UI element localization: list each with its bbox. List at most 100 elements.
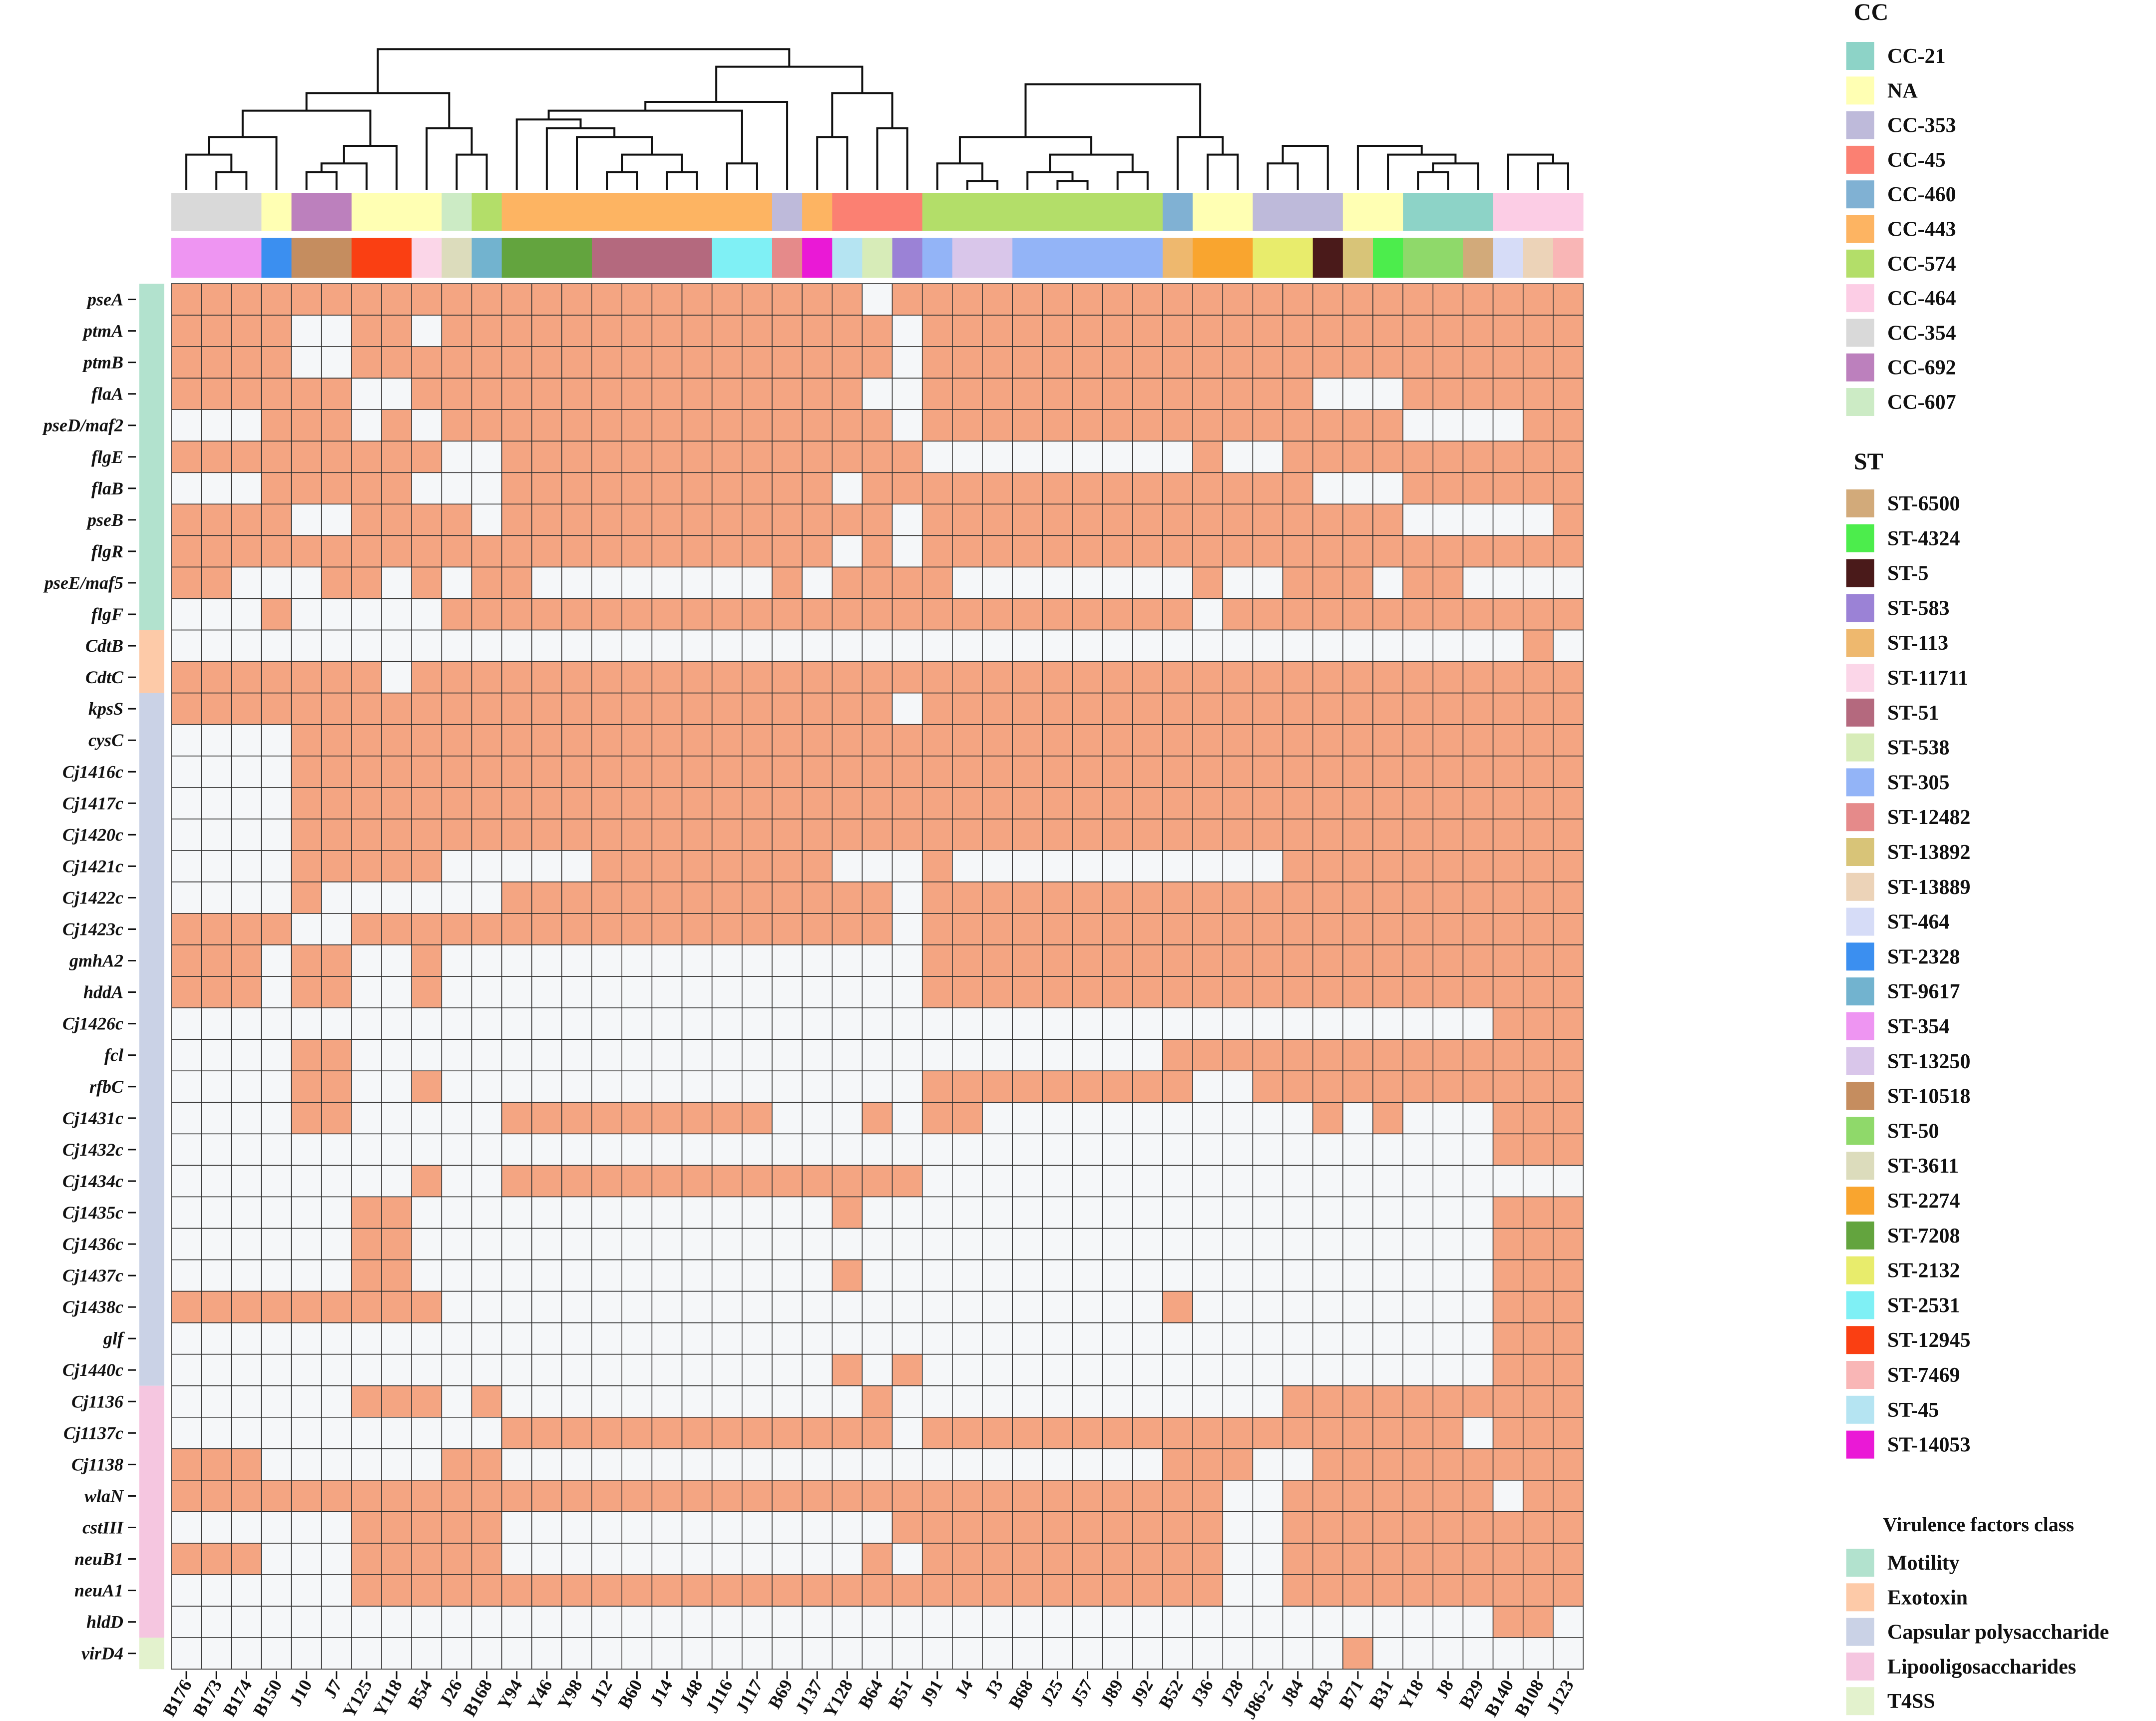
cell-absent bbox=[952, 1637, 983, 1670]
cell-absent bbox=[621, 1385, 653, 1418]
cell-present bbox=[1312, 787, 1343, 820]
legend-swatch bbox=[1846, 489, 1874, 517]
cell-present bbox=[561, 1574, 592, 1607]
cell-present bbox=[1222, 315, 1254, 347]
cell-present bbox=[531, 440, 562, 473]
cell-present bbox=[1192, 409, 1224, 442]
cell-present bbox=[862, 692, 893, 725]
cell-present bbox=[591, 283, 623, 316]
cell-present bbox=[1132, 1574, 1163, 1607]
cell-absent bbox=[681, 976, 713, 1008]
cell-present bbox=[772, 440, 803, 473]
cell-absent bbox=[531, 1259, 562, 1292]
dendrogram-branch bbox=[1049, 153, 1134, 172]
cell-present bbox=[772, 472, 803, 505]
cell-absent bbox=[1042, 566, 1073, 599]
cell-present bbox=[1162, 378, 1193, 411]
cell-present bbox=[471, 315, 502, 347]
cell-absent bbox=[1162, 1606, 1193, 1638]
legend-label: ST-50 bbox=[1887, 1120, 1939, 1143]
cell-present bbox=[261, 535, 292, 568]
cc-segment bbox=[1162, 193, 1193, 231]
cell-present bbox=[1492, 1196, 1524, 1229]
cell-present bbox=[742, 692, 773, 725]
cell-present bbox=[1162, 787, 1193, 820]
cell-absent bbox=[1072, 1039, 1103, 1072]
cell-absent bbox=[862, 1007, 893, 1040]
gene-label: pseA bbox=[86, 290, 123, 310]
cell-absent bbox=[1102, 850, 1133, 882]
cell-present bbox=[1312, 724, 1343, 757]
cell-present bbox=[1312, 409, 1343, 442]
cell-present bbox=[1012, 1543, 1043, 1575]
cell-absent bbox=[832, 1448, 863, 1481]
cell-absent bbox=[261, 1102, 292, 1135]
cell-absent bbox=[921, 629, 953, 662]
cell-present bbox=[351, 535, 382, 568]
cell-absent bbox=[501, 1133, 532, 1166]
cell-absent bbox=[591, 1448, 623, 1481]
cell-present bbox=[1492, 755, 1524, 788]
cell-present bbox=[531, 503, 562, 536]
cell-present bbox=[1553, 755, 1584, 788]
cell-absent bbox=[231, 1511, 262, 1544]
cell-present bbox=[862, 787, 893, 820]
cell-present bbox=[441, 755, 472, 788]
cell-present bbox=[1372, 1417, 1403, 1449]
cell-present bbox=[1522, 1353, 1554, 1386]
cell-present bbox=[1282, 409, 1313, 442]
cell-absent bbox=[411, 881, 442, 914]
cell-present bbox=[471, 787, 502, 820]
cell-present bbox=[1462, 881, 1494, 914]
cell-absent bbox=[982, 1165, 1013, 1198]
cell-absent bbox=[531, 1291, 562, 1323]
cell-absent bbox=[1282, 1228, 1313, 1261]
cell-absent bbox=[1222, 566, 1254, 599]
legend-label: ST-2132 bbox=[1887, 1260, 1960, 1283]
strain-label: J123 bbox=[1542, 1676, 1578, 1717]
cell-present bbox=[261, 440, 292, 473]
cell-present bbox=[862, 566, 893, 599]
cell-absent bbox=[231, 1417, 262, 1449]
cell-absent bbox=[1192, 1259, 1224, 1292]
cell-present bbox=[1222, 913, 1254, 945]
cell-present bbox=[711, 1417, 743, 1449]
cell-absent bbox=[921, 1353, 953, 1386]
cell-present bbox=[591, 503, 623, 536]
cell-absent bbox=[531, 1039, 562, 1072]
cell-present bbox=[441, 346, 472, 379]
cell-absent bbox=[862, 1133, 893, 1166]
cell-absent bbox=[201, 724, 232, 757]
cell-present bbox=[291, 692, 322, 725]
cell-present bbox=[1132, 661, 1163, 694]
cell-present bbox=[1312, 566, 1343, 599]
cell-absent bbox=[231, 409, 262, 442]
cell-present bbox=[952, 976, 983, 1008]
legend-swatch bbox=[1846, 1395, 1874, 1424]
cell-present bbox=[711, 755, 743, 788]
cell-present bbox=[1012, 692, 1043, 725]
cell-present bbox=[1522, 976, 1554, 1008]
legend-swatch bbox=[1846, 1549, 1874, 1577]
st-segment bbox=[441, 238, 472, 278]
cell-present bbox=[742, 378, 773, 411]
cell-present bbox=[681, 755, 713, 788]
cell-present bbox=[1252, 913, 1284, 945]
cell-absent bbox=[651, 1448, 683, 1481]
cell-absent bbox=[351, 1353, 382, 1386]
cell-absent bbox=[1252, 1133, 1284, 1166]
gene-label: gmhA2 bbox=[69, 951, 123, 971]
cell-absent bbox=[802, 629, 833, 662]
cell-present bbox=[1492, 661, 1524, 694]
cell-absent bbox=[711, 1637, 743, 1670]
cell-present bbox=[772, 346, 803, 379]
cell-present bbox=[471, 1480, 502, 1512]
cell-present bbox=[1492, 913, 1524, 945]
cell-present bbox=[1553, 1448, 1584, 1481]
cell-absent bbox=[291, 1165, 322, 1198]
cell-present bbox=[1432, 1511, 1464, 1544]
cell-present bbox=[561, 819, 592, 851]
cell-present bbox=[261, 346, 292, 379]
cc-segment bbox=[351, 193, 442, 231]
cell-absent bbox=[1072, 1102, 1103, 1135]
